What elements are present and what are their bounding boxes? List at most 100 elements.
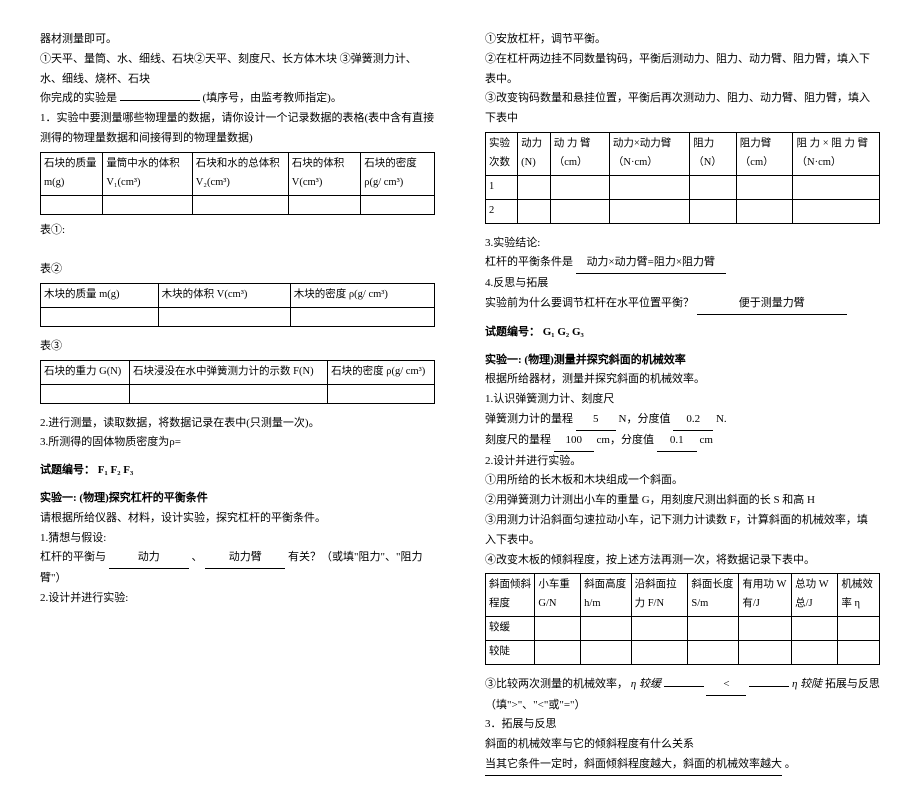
ref-val: 便于测量力臂 — [697, 294, 847, 315]
table1: 石块的质量 m(g) 量筒中水的体积 V₁(cm³) 石块和水的总体积 V₂(c… — [40, 152, 435, 215]
ruler-mid: cm，分度值 — [597, 434, 654, 446]
tB-r1: 较缓 — [486, 617, 535, 641]
ruler-v2: 0.1 — [657, 431, 697, 452]
tableA: 实验次数 动力 (N) 动 力 臂 （cm） 动力×动力臂 （N·cm） 阻力 … — [485, 132, 880, 224]
cmp-pre: ③比较两次测量的机械效率， — [485, 678, 628, 690]
exp1-line: 请根据所给仪器、材料，设计实验，探究杠杆的平衡条件。 — [40, 509, 435, 529]
ruler-pre: 刻度尺的量程 — [485, 434, 551, 446]
s2: ②在杠杆两边挂不同数量钩码，平衡后测动力、阻力、动力臂、阻力臂，填入下表中。 — [485, 50, 880, 90]
t1h3: 石块和水的总体积 V₂(cm³) — [192, 152, 288, 195]
t1h1: 石块的质量 m(g) — [41, 152, 103, 195]
ext-lbl: 3．拓展与反思 — [485, 715, 880, 735]
left-column: 器材测量即可。 ①天平、量筒、水、细线、石块②天平、刻度尺、长方体木块 ③弹簧测… — [40, 30, 435, 776]
tAh1: 实验次数 — [486, 132, 518, 175]
table2: 木块的质量 m(g) 木块的体积 V(cm³) 木块的密度 ρ(g/ cm³) — [40, 283, 435, 327]
spring-pre: 弹簧测力计的量程 — [485, 413, 573, 425]
spring-mid: N，分度值 — [619, 413, 671, 425]
concl-val: 动力×动力臂=阻力×阻力臂 — [576, 253, 726, 274]
ref-lbl: 4.反思与拓展 — [485, 274, 880, 294]
code-lbl: 试题编号： — [40, 464, 95, 476]
ext-line: 斜面的机械效率与它的倾斜程度有什么关系 当其它条件一定时，斜面倾斜程度越大，斜面… — [485, 735, 880, 776]
lbl3: 表③ — [40, 337, 435, 357]
code-g: 试题编号： G₁ G₂ G₃ — [485, 323, 880, 343]
spring-line: 弹簧测力计的量程 5 N，分度值 0.2 N. — [485, 410, 880, 431]
t3h3: 石块的密度 ρ(g/ cm³) — [328, 360, 435, 384]
ruler-suf: cm — [699, 434, 712, 446]
tA-r1: 1 — [486, 175, 518, 199]
guess-v2: 动力臂 — [205, 548, 285, 569]
spring-suf: N. — [716, 413, 727, 425]
tAh7: 阻 力 × 阻 力 臂 （N·cm） — [793, 132, 880, 175]
right-column: ①安放杠杆，调节平衡。 ②在杠杆两边挂不同数量钩码，平衡后测动力、阻力、动力臂、… — [485, 30, 880, 776]
tBh4: 沿斜面拉力 F/N — [631, 574, 688, 617]
tA-r2: 2 — [486, 199, 518, 223]
spring-v2: 0.2 — [673, 410, 713, 431]
tBh7: 总功 W 总/J — [792, 574, 838, 617]
s3: ③改变钩码数量和悬挂位置，平衡后再次测动力、阻力、动力臂、阻力臂，填入下表中 — [485, 89, 880, 129]
tBh3: 斜面高度 h/m — [581, 574, 631, 617]
t2h2: 木块的体积 V(cm³) — [158, 283, 290, 307]
d3: ③用测力计沿斜面匀速拉动小车，记下测力计读数 F，计算斜面的机械效率，填 入下表… — [485, 511, 880, 551]
tAh4: 动力×动力臂 （N·cm） — [609, 132, 689, 175]
guess-v1: 动力 — [109, 548, 189, 569]
tAh6: 阻力臂 （cm） — [736, 132, 793, 175]
exp1-title: 实验一: (物理)探究杠杆的平衡条件 — [40, 489, 435, 509]
cmp-eta2: η 较陡 — [792, 678, 822, 690]
cmp-blank2[interactable] — [749, 686, 789, 687]
tA-row1[interactable]: 1 — [486, 175, 880, 199]
step2: 2.进行测量，读取数据，将数据记录在表中(只测量一次)。 — [40, 414, 435, 434]
guess-lbl: 1.猜想与假设: — [40, 529, 435, 549]
d-lbl: 2.设计并进行实验。 — [485, 452, 880, 472]
ref-pre: 实验前为什么要调节杠杆在水平位置平衡？ — [485, 297, 694, 309]
blank-experiment[interactable] — [120, 100, 200, 101]
cmp-line: ③比较两次测量的机械效率， η 较缓 < η 较陡 拓展与反思（填">"、"<"… — [485, 675, 880, 716]
d2: ②用弹簧测力计测出小车的重量 G，用刻度尺测出斜面的长 S 和高 H — [485, 491, 880, 511]
exp-title-g: 实验一: (物理)测量并探究斜面的机械效率 — [485, 351, 880, 371]
line1: 根据所给器材，测量并探究斜面的机械效率。 — [485, 370, 880, 390]
ruler-v: 100 — [554, 431, 594, 452]
ext-suf: 。 — [785, 758, 796, 770]
line2: 1.认识弹簧测力计、刻度尺 — [485, 390, 880, 410]
d1: ①用所给的长木板和木块组成一个斜面。 — [485, 471, 880, 491]
guess-line: 杠杆的平衡与 动力 、 动力臂 有关？（或填"阻力"、"阻力臂"） — [40, 548, 435, 589]
table3: 石块的重力 G(N) 石块浸没在水中弹簧测力计的示数 F(N) 石块的密度 ρ(… — [40, 360, 435, 404]
t3-row[interactable] — [41, 384, 435, 403]
tableB: 斜面倾斜程度 小车重 G/N 斜面高度 h/m 沿斜面拉力 F/N 斜面长度 S… — [485, 573, 880, 665]
design: 2.设计并进行实验: — [40, 589, 435, 609]
t1h5: 石块的密度 ρ(g/ cm³) — [361, 152, 435, 195]
tAh2: 动力 (N) — [518, 132, 551, 175]
t2-row[interactable] — [41, 307, 435, 326]
tBh1: 斜面倾斜程度 — [486, 574, 535, 617]
tB-row1[interactable]: 较缓 — [486, 617, 880, 641]
intro3-pre: 你完成的实验是 — [40, 92, 117, 104]
concl-lbl: 3.实验结论: — [485, 234, 880, 254]
tBh5: 斜面长度 S/m — [688, 574, 739, 617]
t3h1: 石块的重力 G(N) — [41, 360, 130, 384]
step1: 1．实验中要测量哪些物理量的数据，请你设计一个记录数据的表格(表中含有直接测得的… — [40, 109, 435, 149]
cmp-eta1: η 较缓 — [631, 678, 661, 690]
code-val: F₁ F₂ F₃ — [98, 464, 134, 476]
ext-val: 当其它条件一定时，斜面倾斜程度越大，斜面的机械效率越大 — [485, 755, 782, 776]
tA-row2[interactable]: 2 — [486, 199, 880, 223]
intro3-suf: (填序号，由监考教师指定)。 — [203, 92, 342, 104]
ext-pre: 斜面的机械效率与它的倾斜程度有什么关系 — [485, 738, 694, 750]
t2h3: 木块的密度 ρ(g/ cm³) — [290, 283, 434, 307]
tB-row2[interactable]: 较陡 — [486, 640, 880, 664]
t1-row[interactable] — [41, 195, 435, 214]
ref-line: 实验前为什么要调节杠杆在水平位置平衡？ 便于测量力臂 — [485, 294, 880, 315]
cmp-blank1[interactable] — [664, 686, 704, 687]
d4: ④改变木板的倾斜程度，按上述方法再测一次，将数据记录下表中。 — [485, 551, 880, 571]
code-f: 试题编号： F₁ F₂ F₃ — [40, 461, 435, 481]
cmp-mid: < — [706, 675, 746, 696]
intro-line3: 你完成的实验是 (填序号，由监考教师指定)。 — [40, 89, 435, 109]
code-lbl-g: 试题编号： — [485, 326, 540, 338]
code-val-g: G₁ G₂ G₃ — [543, 326, 584, 338]
tAh5: 阻力 （N） — [690, 132, 737, 175]
t2h1: 木块的质量 m(g) — [41, 283, 159, 307]
guess-mid1: 、 — [192, 551, 203, 563]
t3h2: 石块浸没在水中弹簧测力计的示数 F(N) — [130, 360, 328, 384]
concl-pre: 杠杆的平衡条件是 — [485, 256, 573, 268]
intro-line2: ①天平、量筒、水、细线、石块②天平、刻度尺、长方体木块 ③弹簧测力计、水、细线、… — [40, 50, 435, 90]
concl-line: 杠杆的平衡条件是 动力×动力臂=阻力×阻力臂 — [485, 253, 880, 274]
tBh8: 机械效率 η — [838, 574, 880, 617]
